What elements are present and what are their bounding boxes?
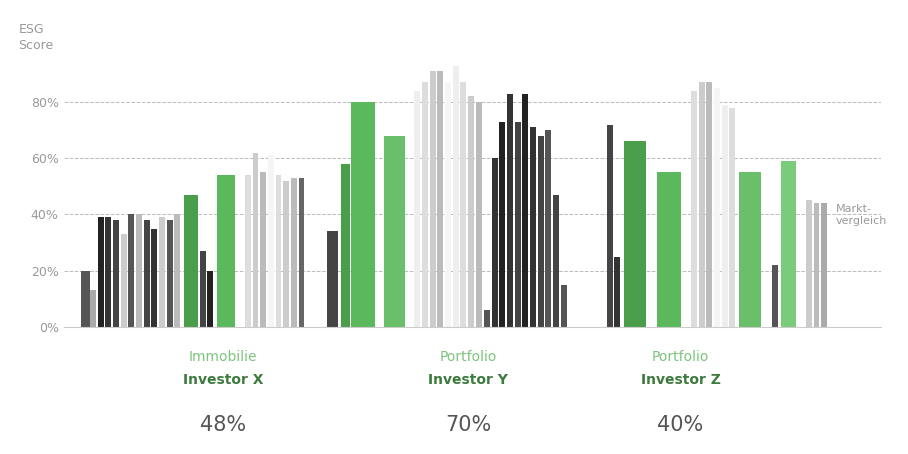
Bar (729, 108, 735, 327)
Bar (81, 271, 90, 327)
Text: Investor X: Investor X (183, 373, 263, 387)
Text: 70%: 70% (445, 415, 491, 435)
Bar (341, 164, 350, 327)
Bar (429, 71, 436, 327)
Bar (499, 122, 506, 327)
Bar (351, 102, 375, 327)
Bar (252, 153, 259, 327)
Bar (299, 178, 304, 327)
Bar (691, 91, 697, 327)
Bar (814, 203, 820, 327)
Bar (468, 96, 474, 327)
Bar (200, 251, 206, 327)
Bar (328, 232, 338, 327)
Bar (261, 173, 266, 327)
Bar (781, 161, 796, 327)
Bar (515, 122, 520, 327)
Bar (121, 234, 126, 327)
Bar (546, 130, 551, 327)
Bar (476, 102, 481, 327)
Bar (714, 88, 720, 327)
Bar (159, 217, 165, 327)
Bar (656, 173, 681, 327)
Bar (217, 175, 234, 327)
Bar (698, 82, 705, 327)
Bar (105, 217, 112, 327)
Bar (445, 82, 451, 327)
Text: Immobilie: Immobilie (189, 350, 257, 365)
Bar (607, 124, 613, 327)
Bar (113, 220, 119, 327)
Bar (207, 271, 213, 327)
Text: Markt-
vergleich: Markt- vergleich (836, 204, 887, 226)
Text: Portfolio: Portfolio (439, 350, 497, 365)
Text: 48%: 48% (200, 415, 246, 435)
Text: 40%: 40% (657, 415, 704, 435)
Bar (821, 203, 827, 327)
Bar (174, 214, 180, 327)
Bar (615, 257, 620, 327)
Bar (553, 195, 559, 327)
Bar (98, 217, 104, 327)
Bar (136, 214, 142, 327)
Bar (507, 94, 513, 327)
Bar (414, 91, 420, 327)
Bar (143, 220, 150, 327)
Bar (275, 175, 281, 327)
Bar (184, 195, 198, 327)
Bar (384, 136, 405, 327)
Bar (128, 214, 134, 327)
Bar (452, 65, 459, 327)
Text: Investor Y: Investor Y (429, 373, 508, 387)
Bar (624, 141, 646, 327)
Bar (438, 71, 443, 327)
Bar (166, 220, 173, 327)
Bar (772, 265, 778, 327)
Bar (738, 173, 761, 327)
Bar (291, 178, 297, 327)
Bar (90, 291, 96, 327)
Text: Investor Z: Investor Z (641, 373, 720, 387)
Bar (722, 105, 727, 327)
Bar (522, 94, 528, 327)
Bar (806, 200, 812, 327)
Bar (561, 285, 567, 327)
Bar (538, 136, 544, 327)
Bar (283, 181, 289, 327)
Bar (530, 127, 536, 327)
Bar (268, 155, 274, 327)
Text: Portfolio: Portfolio (652, 350, 709, 365)
Bar (460, 82, 466, 327)
Bar (706, 82, 712, 327)
Bar (492, 158, 498, 327)
Bar (422, 82, 428, 327)
Bar (245, 175, 251, 327)
Bar (152, 228, 157, 327)
Text: ESG
Score: ESG Score (19, 23, 54, 52)
Bar (484, 310, 490, 327)
